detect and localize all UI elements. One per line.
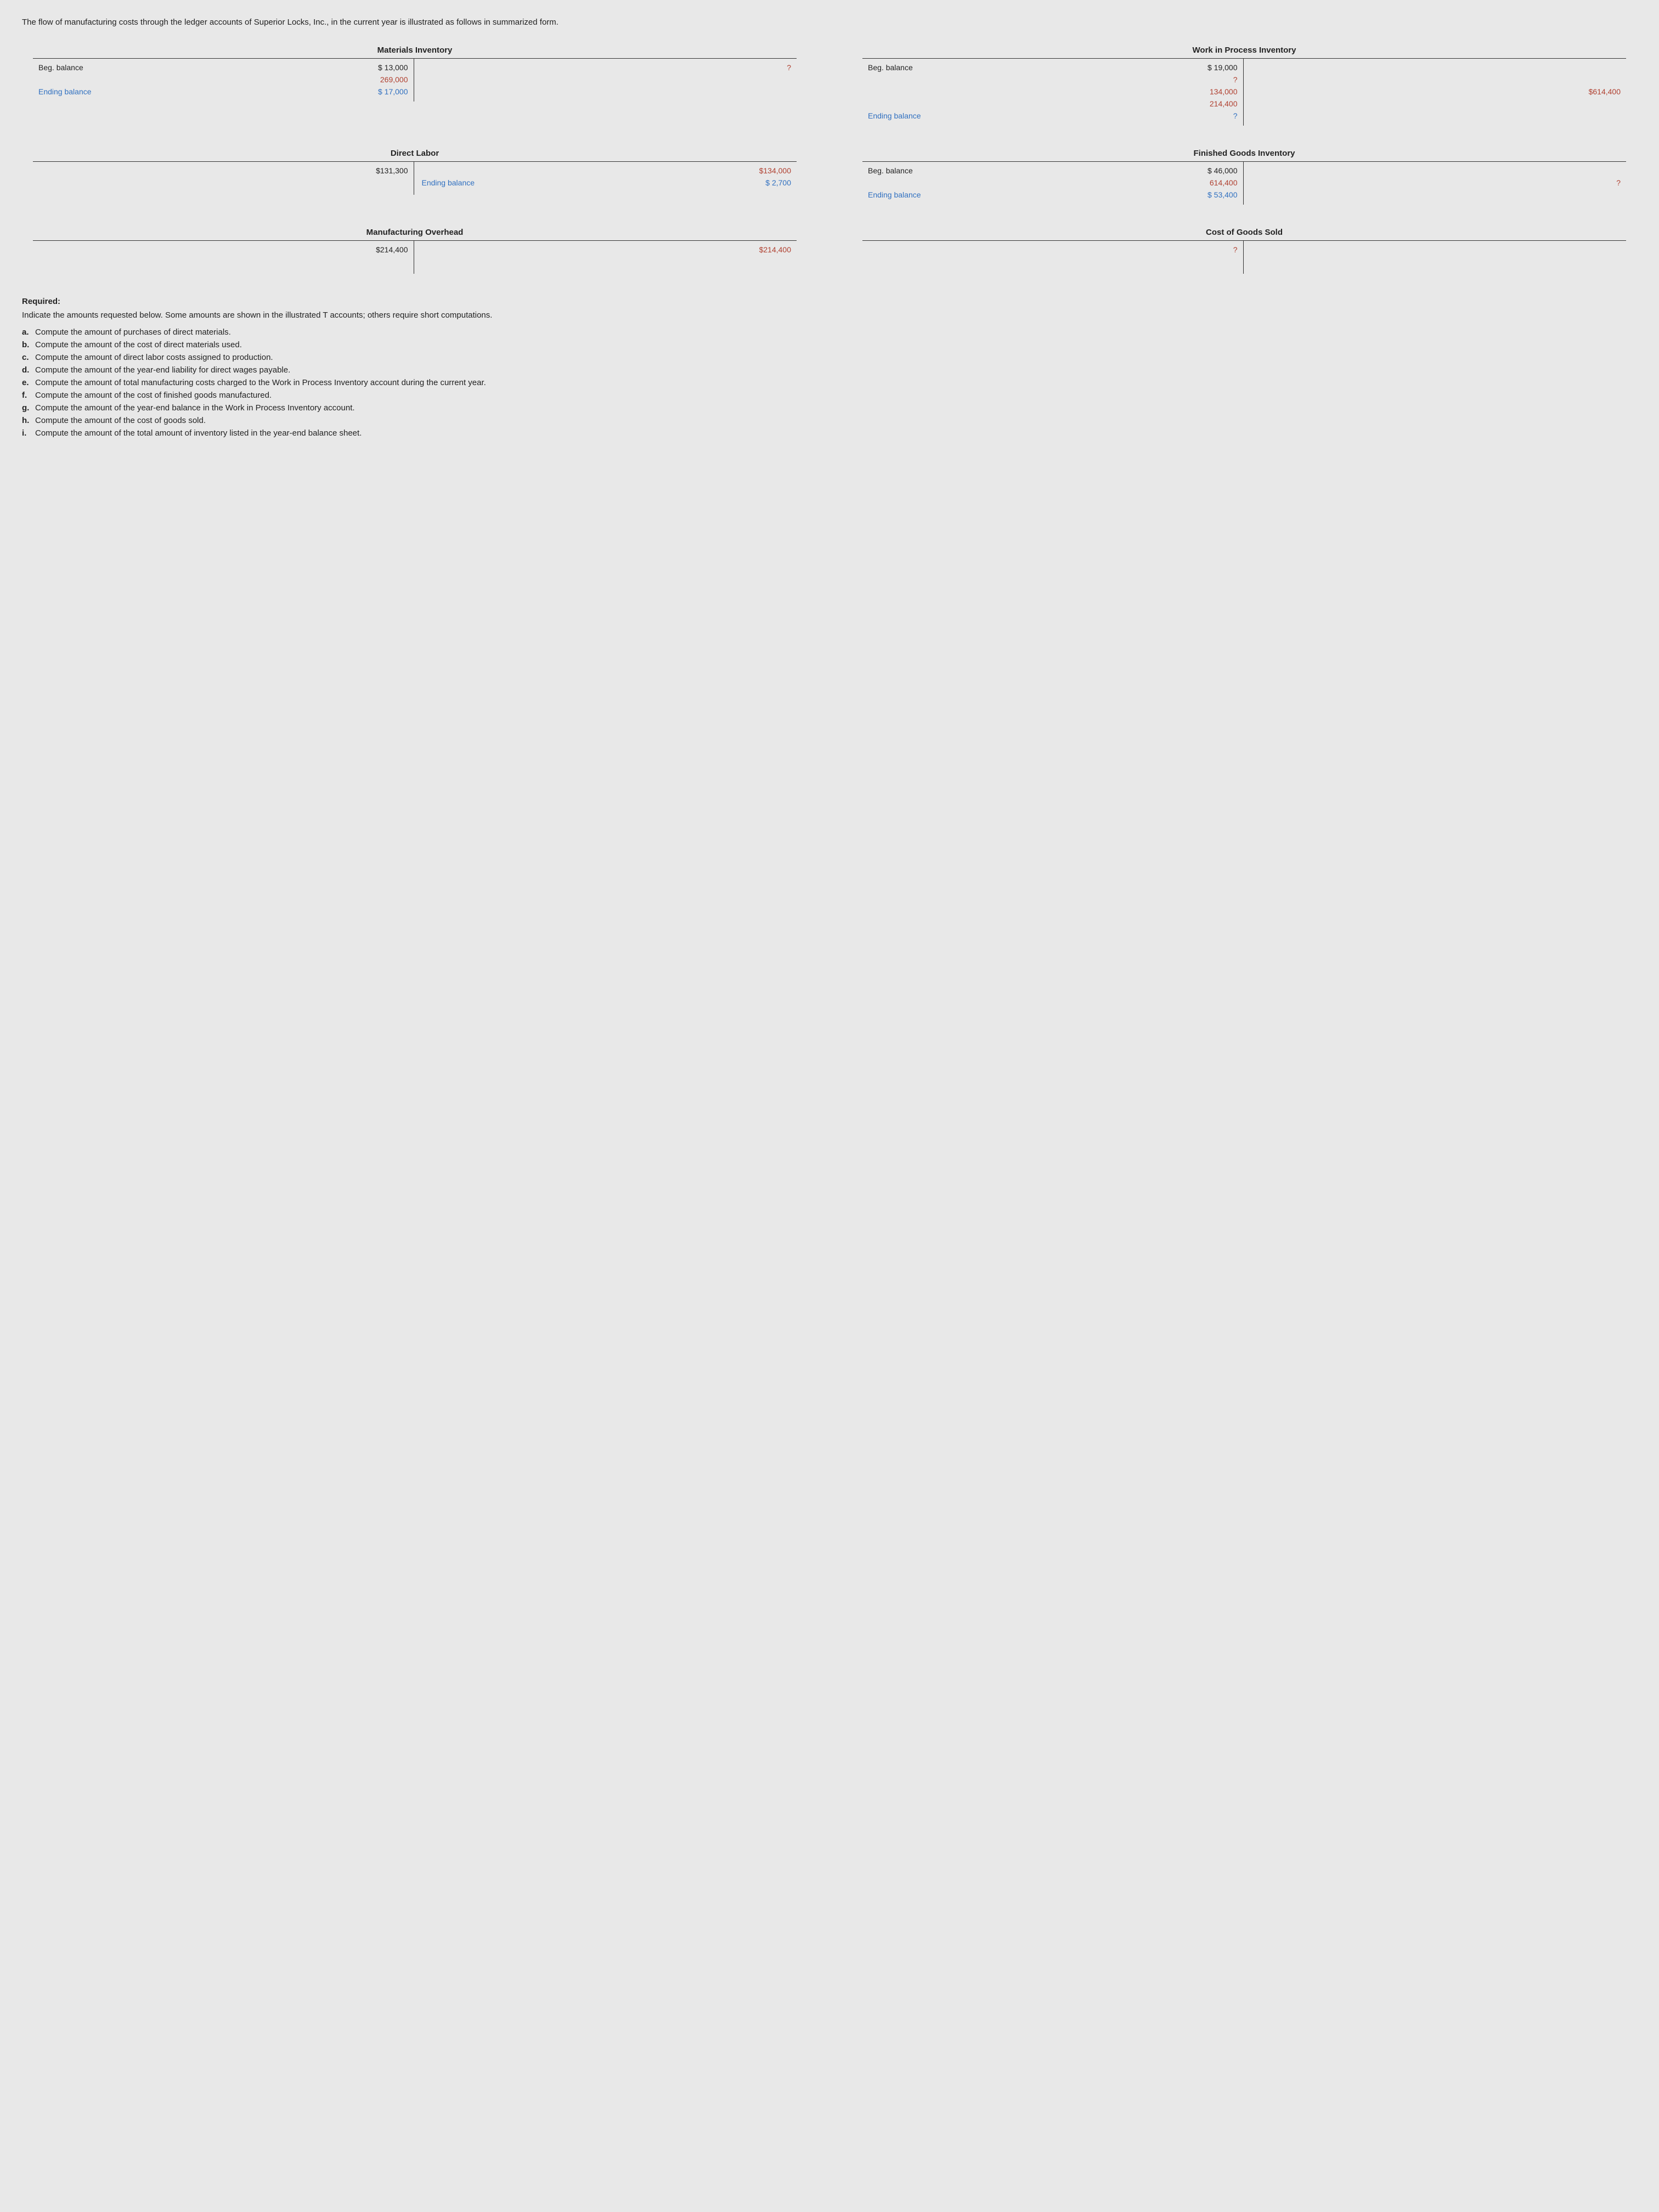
row-value: $ 17,000	[378, 87, 408, 98]
required-heading: Required:	[22, 296, 1637, 307]
row-value: ?	[1233, 75, 1238, 86]
item-letter: b.	[22, 339, 32, 351]
requirement-item: c.Compute the amount of direct labor cos…	[22, 352, 1637, 363]
debit-side: ?	[862, 241, 1244, 274]
intro-text: The flow of manufacturing costs through …	[22, 16, 1637, 28]
account-title: Cost of Goods Sold	[1206, 227, 1283, 238]
row-value: $ 13,000	[378, 63, 408, 74]
row-value: ?	[1233, 111, 1238, 122]
item-text: Compute the amount of purchases of direc…	[35, 326, 231, 338]
item-text: Compute the amount of total manufacturin…	[35, 377, 486, 388]
row-value: 134,000	[1210, 87, 1238, 98]
row-value: $214,400	[376, 245, 408, 256]
row-value: ?	[1616, 178, 1621, 189]
wip-inventory-account: Work in Process Inventory Beg. balance $ …	[862, 44, 1626, 126]
account-title: Finished Goods Inventory	[1193, 148, 1295, 159]
account-title: Materials Inventory	[377, 44, 453, 56]
required-instructions: Indicate the amounts requested below. So…	[22, 309, 1637, 321]
item-text: Compute the amount of the cost of finish…	[35, 390, 272, 401]
row-value: 269,000	[380, 75, 408, 86]
item-letter: h.	[22, 415, 32, 426]
row-value: $214,400	[759, 245, 791, 256]
item-text: Compute the amount of the year-end balan…	[35, 402, 355, 414]
required-section: Required: Indicate the amounts requested…	[22, 296, 1637, 439]
item-letter: i.	[22, 427, 32, 439]
t-accounts-grid: Materials Inventory Beg. balance $ 13,000…	[22, 39, 1637, 279]
requirement-item: a.Compute the amount of purchases of dir…	[22, 326, 1637, 338]
manufacturing-overhead-account: Manufacturing Overhead $214,400 $214,400	[33, 227, 797, 274]
requirement-item: b.Compute the amount of the cost of dire…	[22, 339, 1637, 351]
requirement-item: i.Compute the amount of the total amount…	[22, 427, 1637, 439]
item-letter: f.	[22, 390, 32, 401]
account-title: Manufacturing Overhead	[366, 227, 464, 238]
item-text: Compute the amount of the cost of direct…	[35, 339, 242, 351]
debit-side: Beg. balance $ 19,000 ? 134,000 214,400 E…	[862, 59, 1244, 126]
row-label: Ending balance	[38, 87, 374, 98]
requirement-item: h.Compute the amount of the cost of good…	[22, 415, 1637, 426]
row-label: Ending balance	[422, 178, 761, 189]
row-value: $134,000	[759, 166, 791, 177]
row-value: $614,400	[1589, 87, 1621, 98]
credit-side: ?	[1244, 162, 1627, 205]
row-label: Beg. balance	[868, 63, 1203, 74]
row-value: 614,400	[1210, 178, 1238, 189]
requirement-item: d.Compute the amount of the year-end lia…	[22, 364, 1637, 376]
materials-inventory-account: Materials Inventory Beg. balance $ 13,000…	[33, 44, 797, 126]
row-label: Ending balance	[868, 111, 1229, 122]
row-value: $131,300	[376, 166, 408, 177]
row-value: 214,400	[1210, 99, 1238, 110]
credit-side: $134,000 Ending balance $ 2,700	[414, 162, 797, 195]
row-value: $ 46,000	[1207, 166, 1238, 177]
item-text: Compute the amount of the total amount o…	[35, 427, 362, 439]
credit-side	[1244, 241, 1627, 274]
item-text: Compute the amount of direct labor costs…	[35, 352, 273, 363]
row-value: ?	[787, 63, 791, 74]
row-label: Beg. balance	[868, 166, 1203, 177]
item-letter: d.	[22, 364, 32, 376]
item-letter: g.	[22, 402, 32, 414]
row-value: ?	[1233, 245, 1238, 256]
cogs-account: Cost of Goods Sold ?	[862, 227, 1626, 274]
row-label: Beg. balance	[38, 63, 374, 74]
item-text: Compute the amount of the cost of goods …	[35, 415, 206, 426]
finished-goods-account: Finished Goods Inventory Beg. balance $ 4…	[862, 148, 1626, 205]
requirement-item: f.Compute the amount of the cost of fini…	[22, 390, 1637, 401]
account-title: Direct Labor	[391, 148, 439, 159]
direct-labor-account: Direct Labor $131,300 $134,000 Ending ba…	[33, 148, 797, 205]
item-letter: c.	[22, 352, 32, 363]
credit-side: ?	[414, 59, 797, 101]
debit-side: Beg. balance $ 13,000 269,000 Ending bala…	[33, 59, 414, 101]
account-title: Work in Process Inventory	[1193, 44, 1296, 56]
requirement-item: e.Compute the amount of total manufactur…	[22, 377, 1637, 388]
row-value: $ 2,700	[765, 178, 791, 189]
row-value: $ 19,000	[1207, 63, 1238, 74]
requirements-list: a.Compute the amount of purchases of dir…	[22, 326, 1637, 439]
item-letter: e.	[22, 377, 32, 388]
debit-side: $214,400	[33, 241, 414, 274]
row-label: Ending balance	[868, 190, 1203, 201]
credit-side: $214,400	[414, 241, 797, 274]
debit-side: Beg. balance $ 46,000 614,400 Ending bala…	[862, 162, 1244, 205]
item-text: Compute the amount of the year-end liabi…	[35, 364, 290, 376]
credit-side: $614,400	[1244, 59, 1627, 126]
row-value: $ 53,400	[1207, 190, 1238, 201]
requirement-item: g.Compute the amount of the year-end bal…	[22, 402, 1637, 414]
debit-side: $131,300	[33, 162, 414, 195]
item-letter: a.	[22, 326, 32, 338]
